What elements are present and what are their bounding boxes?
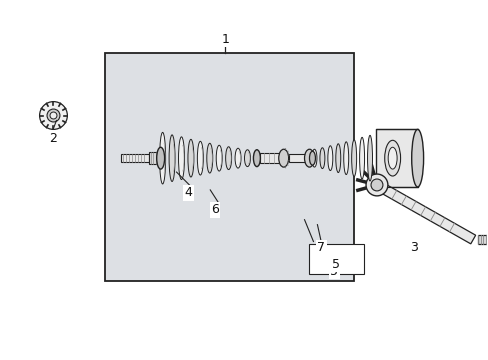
- Ellipse shape: [216, 145, 222, 171]
- Ellipse shape: [327, 146, 332, 171]
- Ellipse shape: [335, 144, 340, 172]
- Text: 4: 4: [184, 186, 192, 199]
- Ellipse shape: [311, 149, 316, 167]
- Ellipse shape: [370, 179, 382, 191]
- Ellipse shape: [367, 135, 372, 181]
- Ellipse shape: [47, 109, 60, 122]
- Ellipse shape: [343, 142, 348, 175]
- Text: 5: 5: [332, 258, 340, 271]
- Ellipse shape: [351, 140, 356, 176]
- Ellipse shape: [278, 149, 288, 167]
- Ellipse shape: [156, 147, 164, 169]
- Ellipse shape: [359, 137, 364, 179]
- Ellipse shape: [411, 129, 423, 187]
- Bar: [121, 154, 148, 162]
- Ellipse shape: [197, 141, 203, 175]
- Text: 7: 7: [317, 241, 325, 254]
- Ellipse shape: [319, 148, 324, 168]
- Ellipse shape: [50, 112, 57, 119]
- Bar: [105, 53, 353, 281]
- Ellipse shape: [169, 135, 175, 181]
- Ellipse shape: [206, 143, 212, 173]
- Text: 3: 3: [409, 241, 417, 254]
- Ellipse shape: [235, 148, 241, 168]
- Ellipse shape: [244, 150, 250, 167]
- Ellipse shape: [178, 137, 184, 180]
- Ellipse shape: [309, 151, 315, 165]
- Text: 2: 2: [49, 132, 57, 145]
- Text: 1: 1: [221, 33, 228, 46]
- Polygon shape: [374, 181, 475, 244]
- Ellipse shape: [253, 150, 260, 167]
- Bar: [309, 244, 364, 274]
- Bar: [477, 235, 488, 244]
- Ellipse shape: [366, 174, 387, 196]
- Ellipse shape: [384, 140, 400, 176]
- Ellipse shape: [387, 147, 396, 169]
- Bar: [288, 154, 306, 162]
- Bar: [375, 129, 417, 187]
- Bar: [148, 152, 163, 164]
- Ellipse shape: [187, 139, 194, 177]
- Ellipse shape: [304, 149, 314, 167]
- Ellipse shape: [225, 147, 231, 170]
- Bar: [259, 153, 281, 163]
- Ellipse shape: [160, 132, 165, 184]
- Ellipse shape: [40, 102, 67, 129]
- Text: 6: 6: [211, 203, 219, 216]
- Text: 5: 5: [329, 265, 338, 278]
